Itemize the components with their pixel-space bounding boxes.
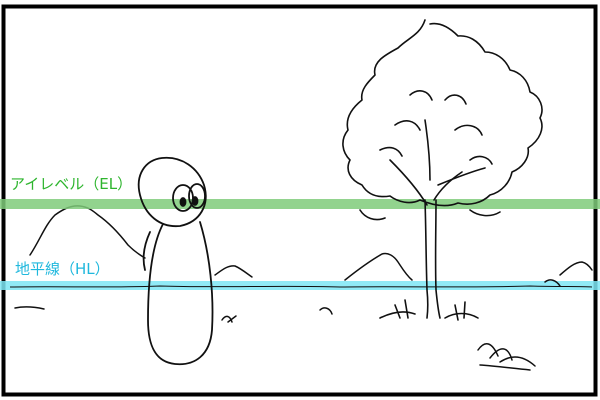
eye-level-line <box>0 199 600 209</box>
eye-level-label: アイレベル（EL） <box>10 175 133 193</box>
tree <box>342 19 543 321</box>
ground-line <box>9 285 593 288</box>
character <box>137 156 214 366</box>
horizon-line <box>0 281 600 290</box>
horizon-label: 地平線（HL） <box>15 260 110 278</box>
grass-tufts <box>14 279 561 371</box>
